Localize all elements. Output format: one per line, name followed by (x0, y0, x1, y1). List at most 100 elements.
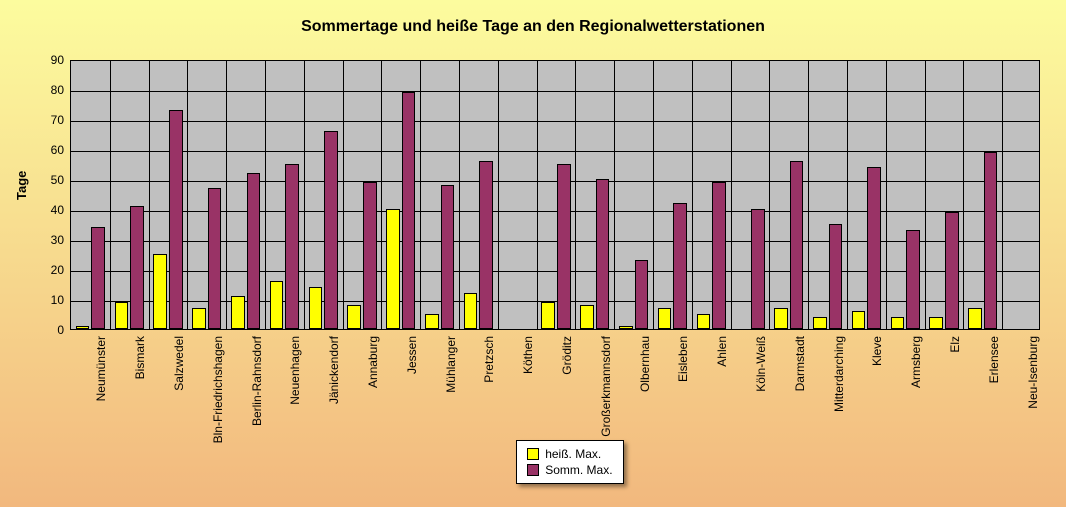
bar (867, 167, 881, 329)
bar (425, 314, 439, 329)
y-tick-label: 90 (34, 53, 64, 67)
x-tick-label: Eisleben (676, 336, 690, 382)
bar (402, 92, 416, 329)
bar (751, 209, 765, 329)
x-tick-label: Neuenhagen (288, 336, 302, 405)
grid-line-vertical (381, 61, 382, 329)
x-tick-label: Kleve (870, 336, 884, 366)
grid-line-vertical (808, 61, 809, 329)
grid-line-vertical (343, 61, 344, 329)
legend-label: heiß. Max. (545, 447, 601, 461)
bar (247, 173, 261, 329)
bar (285, 164, 299, 329)
legend-item: Somm. Max. (527, 463, 612, 477)
bar (619, 326, 633, 329)
x-tick-label: Neu-Isenburg (1026, 336, 1040, 409)
grid-line-vertical (110, 61, 111, 329)
bar (270, 281, 284, 329)
x-tick-label: Elz (948, 336, 962, 353)
legend-swatch (527, 464, 539, 476)
x-tick-label: Bln-Friedrichshagen (211, 336, 225, 443)
bar (852, 311, 866, 329)
x-tick-label: Mitterdarching (832, 336, 846, 412)
grid-line-vertical (731, 61, 732, 329)
y-tick-label: 60 (34, 143, 64, 157)
x-tick-label: Köthen (521, 336, 535, 374)
grid-line-vertical (265, 61, 266, 329)
bar (712, 182, 726, 329)
bar (658, 308, 672, 329)
grid-line-vertical (769, 61, 770, 329)
bar (464, 293, 478, 329)
grid-line-vertical (498, 61, 499, 329)
legend-swatch (527, 448, 539, 460)
bar (541, 302, 555, 329)
legend-label: Somm. Max. (545, 463, 612, 477)
bar (635, 260, 649, 329)
bar (130, 206, 144, 329)
bar (984, 152, 998, 329)
y-tick-label: 0 (34, 323, 64, 337)
legend-item: heiß. Max. (527, 447, 612, 461)
grid-line-vertical (653, 61, 654, 329)
bar (386, 209, 400, 329)
bar (169, 110, 183, 329)
bar (231, 296, 245, 329)
bar (192, 308, 206, 329)
grid-line-vertical (847, 61, 848, 329)
y-tick-label: 80 (34, 83, 64, 97)
bar (906, 230, 920, 329)
bar (968, 308, 982, 329)
x-tick-label: Darmstadt (793, 336, 807, 391)
grid-line-vertical (537, 61, 538, 329)
grid-line-vertical (886, 61, 887, 329)
grid-line-vertical (692, 61, 693, 329)
grid-line-vertical (226, 61, 227, 329)
x-tick-label: Berlin-Rahnsdorf (250, 336, 264, 426)
bar (697, 314, 711, 329)
x-tick-label: Mühlanger (444, 336, 458, 393)
x-tick-label: Gröditz (560, 336, 574, 375)
bar (790, 161, 804, 329)
grid-line-vertical (304, 61, 305, 329)
bar (309, 287, 323, 329)
bar (774, 308, 788, 329)
grid-line-vertical (149, 61, 150, 329)
grid-line-horizontal (71, 91, 1039, 92)
bar (363, 182, 377, 329)
y-tick-label: 30 (34, 233, 64, 247)
grid-line-vertical (925, 61, 926, 329)
bar (813, 317, 827, 329)
bar (580, 305, 594, 329)
bar (115, 302, 129, 329)
bar (829, 224, 843, 329)
bar (347, 305, 361, 329)
y-tick-label: 10 (34, 293, 64, 307)
grid-line-vertical (420, 61, 421, 329)
legend: heiß. Max. Somm. Max. (516, 440, 623, 484)
y-tick-label: 20 (34, 263, 64, 277)
x-tick-label: Annaburg (366, 336, 380, 388)
x-tick-label: Neumünster (94, 336, 108, 401)
x-tick-label: Salzwedel (172, 336, 186, 391)
x-tick-label: Ahlen (715, 336, 729, 367)
bar (441, 185, 455, 329)
bar (673, 203, 687, 329)
grid-line-horizontal (71, 181, 1039, 182)
bar (891, 317, 905, 329)
bar (929, 317, 943, 329)
grid-line-vertical (1002, 61, 1003, 329)
bar (945, 212, 959, 329)
plot-area (70, 60, 1040, 330)
bar (153, 254, 167, 329)
bar (324, 131, 338, 329)
y-tick-label: 70 (34, 113, 64, 127)
bar (596, 179, 610, 329)
grid-line-vertical (459, 61, 460, 329)
bar (557, 164, 571, 329)
chart-container: Sommertage und heiße Tage an den Regiona… (0, 0, 1066, 507)
x-tick-label: Köln-Weiß (754, 336, 768, 392)
x-tick-label: Bismark (133, 336, 147, 379)
x-tick-label: Pretzsch (482, 336, 496, 383)
y-tick-label: 40 (34, 203, 64, 217)
